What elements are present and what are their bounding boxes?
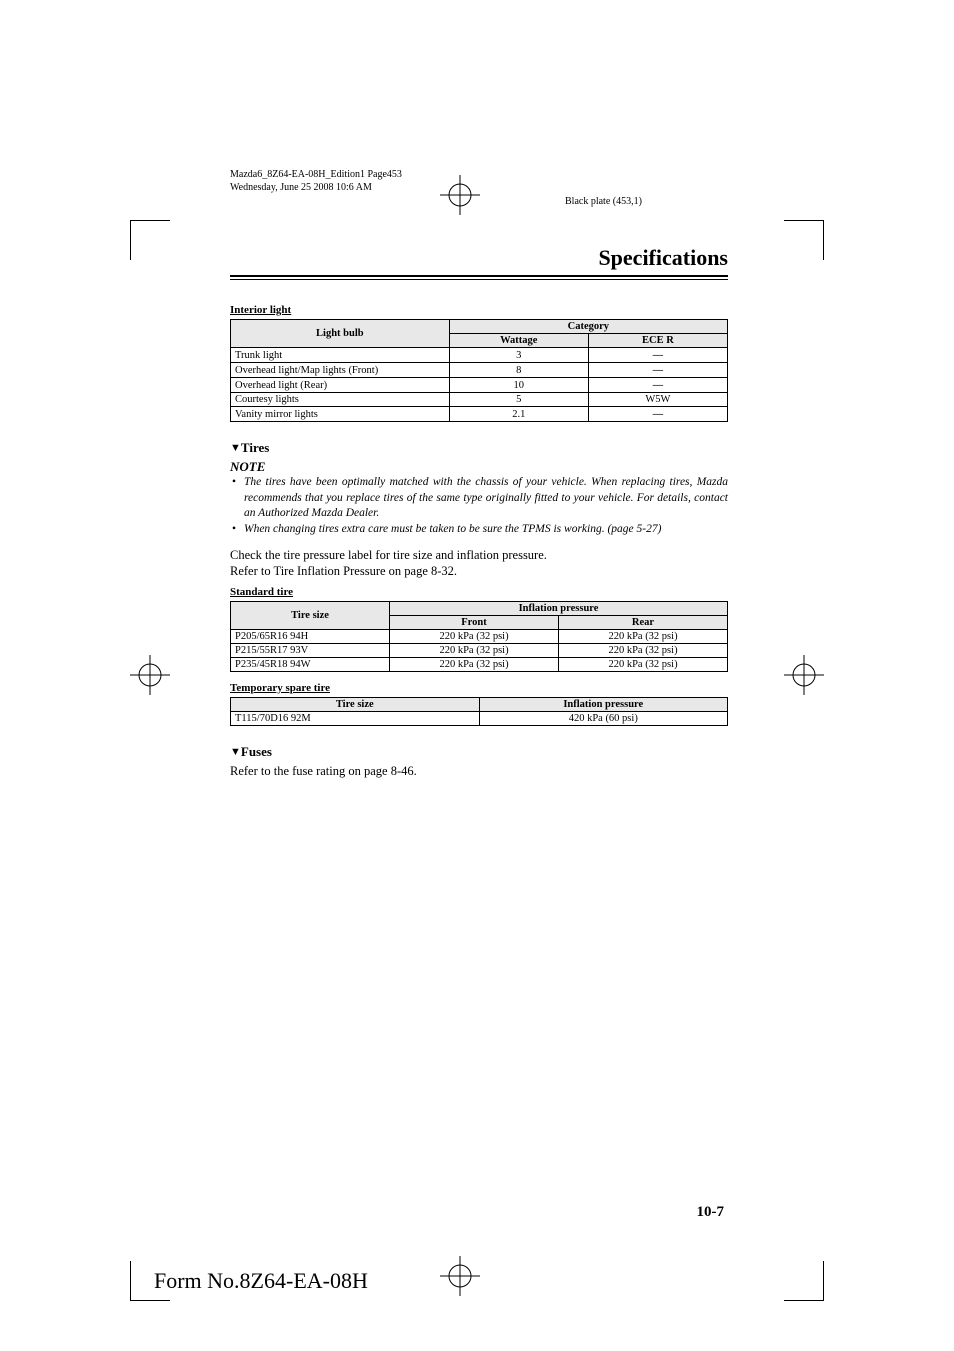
page-title: Specifications [230,245,728,277]
interior-light-heading: Interior light [230,304,728,316]
cell-wattage: 10 [449,378,588,393]
crop-mark-tr [784,220,824,260]
cell-size: P215/55R17 93V [231,643,390,657]
crop-mark-tl [130,220,170,260]
table-header-row: Tire size Inflation pressure [231,697,728,711]
cell-ece: W5W [588,393,727,407]
meta-line1: Mazda6_8Z64-EA-08H_Edition1 Page453 [230,168,402,181]
th-pressure: Inflation pressure [390,601,728,615]
page-content: Specifications Interior light Light bulb… [230,245,728,785]
interior-light-table: Light bulb Category Wattage ECE R Trunk … [230,319,728,422]
registration-mark-right-icon [784,655,824,695]
spare-tire-heading: Temporary spare tire [230,682,728,694]
page-number: 10-7 [697,1204,725,1221]
registration-mark-top-icon [440,175,480,215]
refer-line: Refer to Tire Inflation Pressure on page… [230,564,457,578]
header-meta: Mazda6_8Z64-EA-08H_Edition1 Page453 Wedn… [230,168,402,194]
triangle-down-icon: ▼ [230,746,241,758]
cell-wattage: 2.1 [449,407,588,422]
registration-mark-bottom-icon [440,1256,480,1296]
cell-wattage: 8 [449,363,588,378]
standard-tire-heading: Standard tire [230,586,728,598]
th-category: Category [449,320,727,334]
cell-ece: ― [588,348,727,363]
cell-pressure: 420 kPa (60 psi) [479,711,728,725]
th-bulb: Light bulb [231,320,450,348]
cell-front: 220 kPa (32 psi) [390,643,559,657]
cell-wattage: 3 [449,348,588,363]
title-underline [230,279,728,280]
cell-rear: 220 kPa (32 psi) [559,657,728,671]
form-number: Form No.8Z64-EA-08H [154,1268,368,1294]
cell-size: T115/70D16 92M [231,711,480,725]
table-row: Overhead light/Map lights (Front)8― [231,363,728,378]
registration-mark-left-icon [130,655,170,695]
table-row: T115/70D16 92M 420 kPa (60 psi) [231,711,728,725]
note-item: When changing tires extra care must be t… [230,522,728,538]
th-pressure: Inflation pressure [479,697,728,711]
cell-rear: 220 kPa (32 psi) [559,643,728,657]
spare-tire-table: Tire size Inflation pressure T115/70D16 … [230,697,728,726]
tire-notes: The tires have been optimally matched wi… [230,475,728,537]
tires-heading: ▼Tires [230,440,728,456]
header-plate: Black plate (453,1) [565,196,642,207]
cell-ece: ― [588,407,727,422]
cell-ece: ― [588,363,727,378]
table-row: Overhead light (Rear)10― [231,378,728,393]
meta-line2: Wednesday, June 25 2008 10:6 AM [230,181,402,194]
th-rear: Rear [559,615,728,629]
table-row: P235/45R18 94W220 kPa (32 psi)220 kPa (3… [231,657,728,671]
table-row: Trunk light3― [231,348,728,363]
fuses-text: Refer to the fuse rating on page 8-46. [230,763,728,779]
tires-heading-text: Tires [241,440,269,455]
cell-size: P235/45R18 94W [231,657,390,671]
note-item: The tires have been optimally matched wi… [230,475,728,522]
check-line: Check the tire pressure label for tire s… [230,548,547,562]
table-row: Vanity mirror lights2.1― [231,407,728,422]
table-row: P205/65R16 94H220 kPa (32 psi)220 kPa (3… [231,629,728,643]
th-front: Front [390,615,559,629]
table-row: P215/55R17 93V220 kPa (32 psi)220 kPa (3… [231,643,728,657]
cell-bulb: Overhead light (Rear) [231,378,450,393]
note-label: NOTE [230,459,728,475]
crop-mark-br [784,1261,824,1301]
cell-bulb: Overhead light/Map lights (Front) [231,363,450,378]
triangle-down-icon: ▼ [230,442,241,454]
cell-rear: 220 kPa (32 psi) [559,629,728,643]
standard-tire-table: Tire size Inflation pressure Front Rear … [230,601,728,672]
table-row: Courtesy lights5W5W [231,393,728,407]
cell-size: P205/65R16 94H [231,629,390,643]
cell-front: 220 kPa (32 psi) [390,657,559,671]
cell-wattage: 5 [449,393,588,407]
fuses-heading-text: Fuses [241,744,272,759]
th-size: Tire size [231,601,390,629]
table-header-row: Light bulb Category [231,320,728,334]
cell-ece: ― [588,378,727,393]
th-ece: ECE R [588,334,727,348]
fuses-heading: ▼Fuses [230,744,728,760]
cell-front: 220 kPa (32 psi) [390,629,559,643]
table-header-row: Tire size Inflation pressure [231,601,728,615]
cell-bulb: Courtesy lights [231,393,450,407]
tire-check-text: Check the tire pressure label for tire s… [230,547,728,580]
th-size: Tire size [231,697,480,711]
cell-bulb: Vanity mirror lights [231,407,450,422]
cell-bulb: Trunk light [231,348,450,363]
th-wattage: Wattage [449,334,588,348]
